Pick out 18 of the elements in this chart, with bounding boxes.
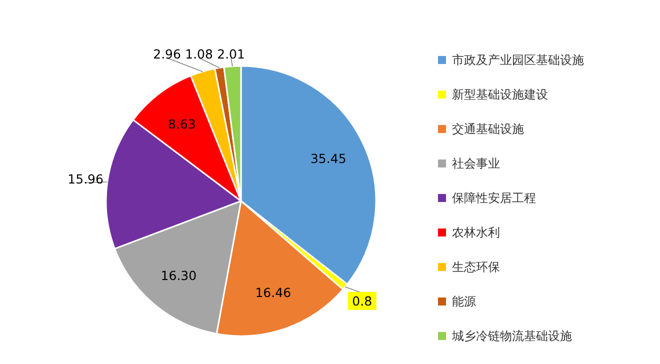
legend-label: 保障性安居工程 <box>452 191 536 205</box>
legend-label: 市政及产业园区基础设施 <box>452 53 584 67</box>
data-label: 1.08 <box>185 46 214 62</box>
data-label: 35.45 <box>310 150 346 166</box>
data-label: 8.63 <box>168 116 196 132</box>
data-label: 0.8 <box>352 293 372 308</box>
legend-label: 农林水利 <box>452 226 500 240</box>
data-label: 15.96 <box>68 171 104 186</box>
data-label: 16.30 <box>160 268 197 284</box>
data-label: 2.01 <box>217 46 245 62</box>
legend-label: 新型基础设施建设 <box>452 88 548 102</box>
legend-label: 交通基础设施 <box>452 122 524 136</box>
legend-label: 城乡冷链物流基础设施 <box>451 329 572 343</box>
legend-label: 生态环保 <box>452 260 500 274</box>
legend-label: 能源 <box>452 294 476 308</box>
data-label: 2.96 <box>153 46 182 62</box>
data-label: 16.46 <box>255 285 292 300</box>
legend-label: 社会事业 <box>452 156 500 170</box>
